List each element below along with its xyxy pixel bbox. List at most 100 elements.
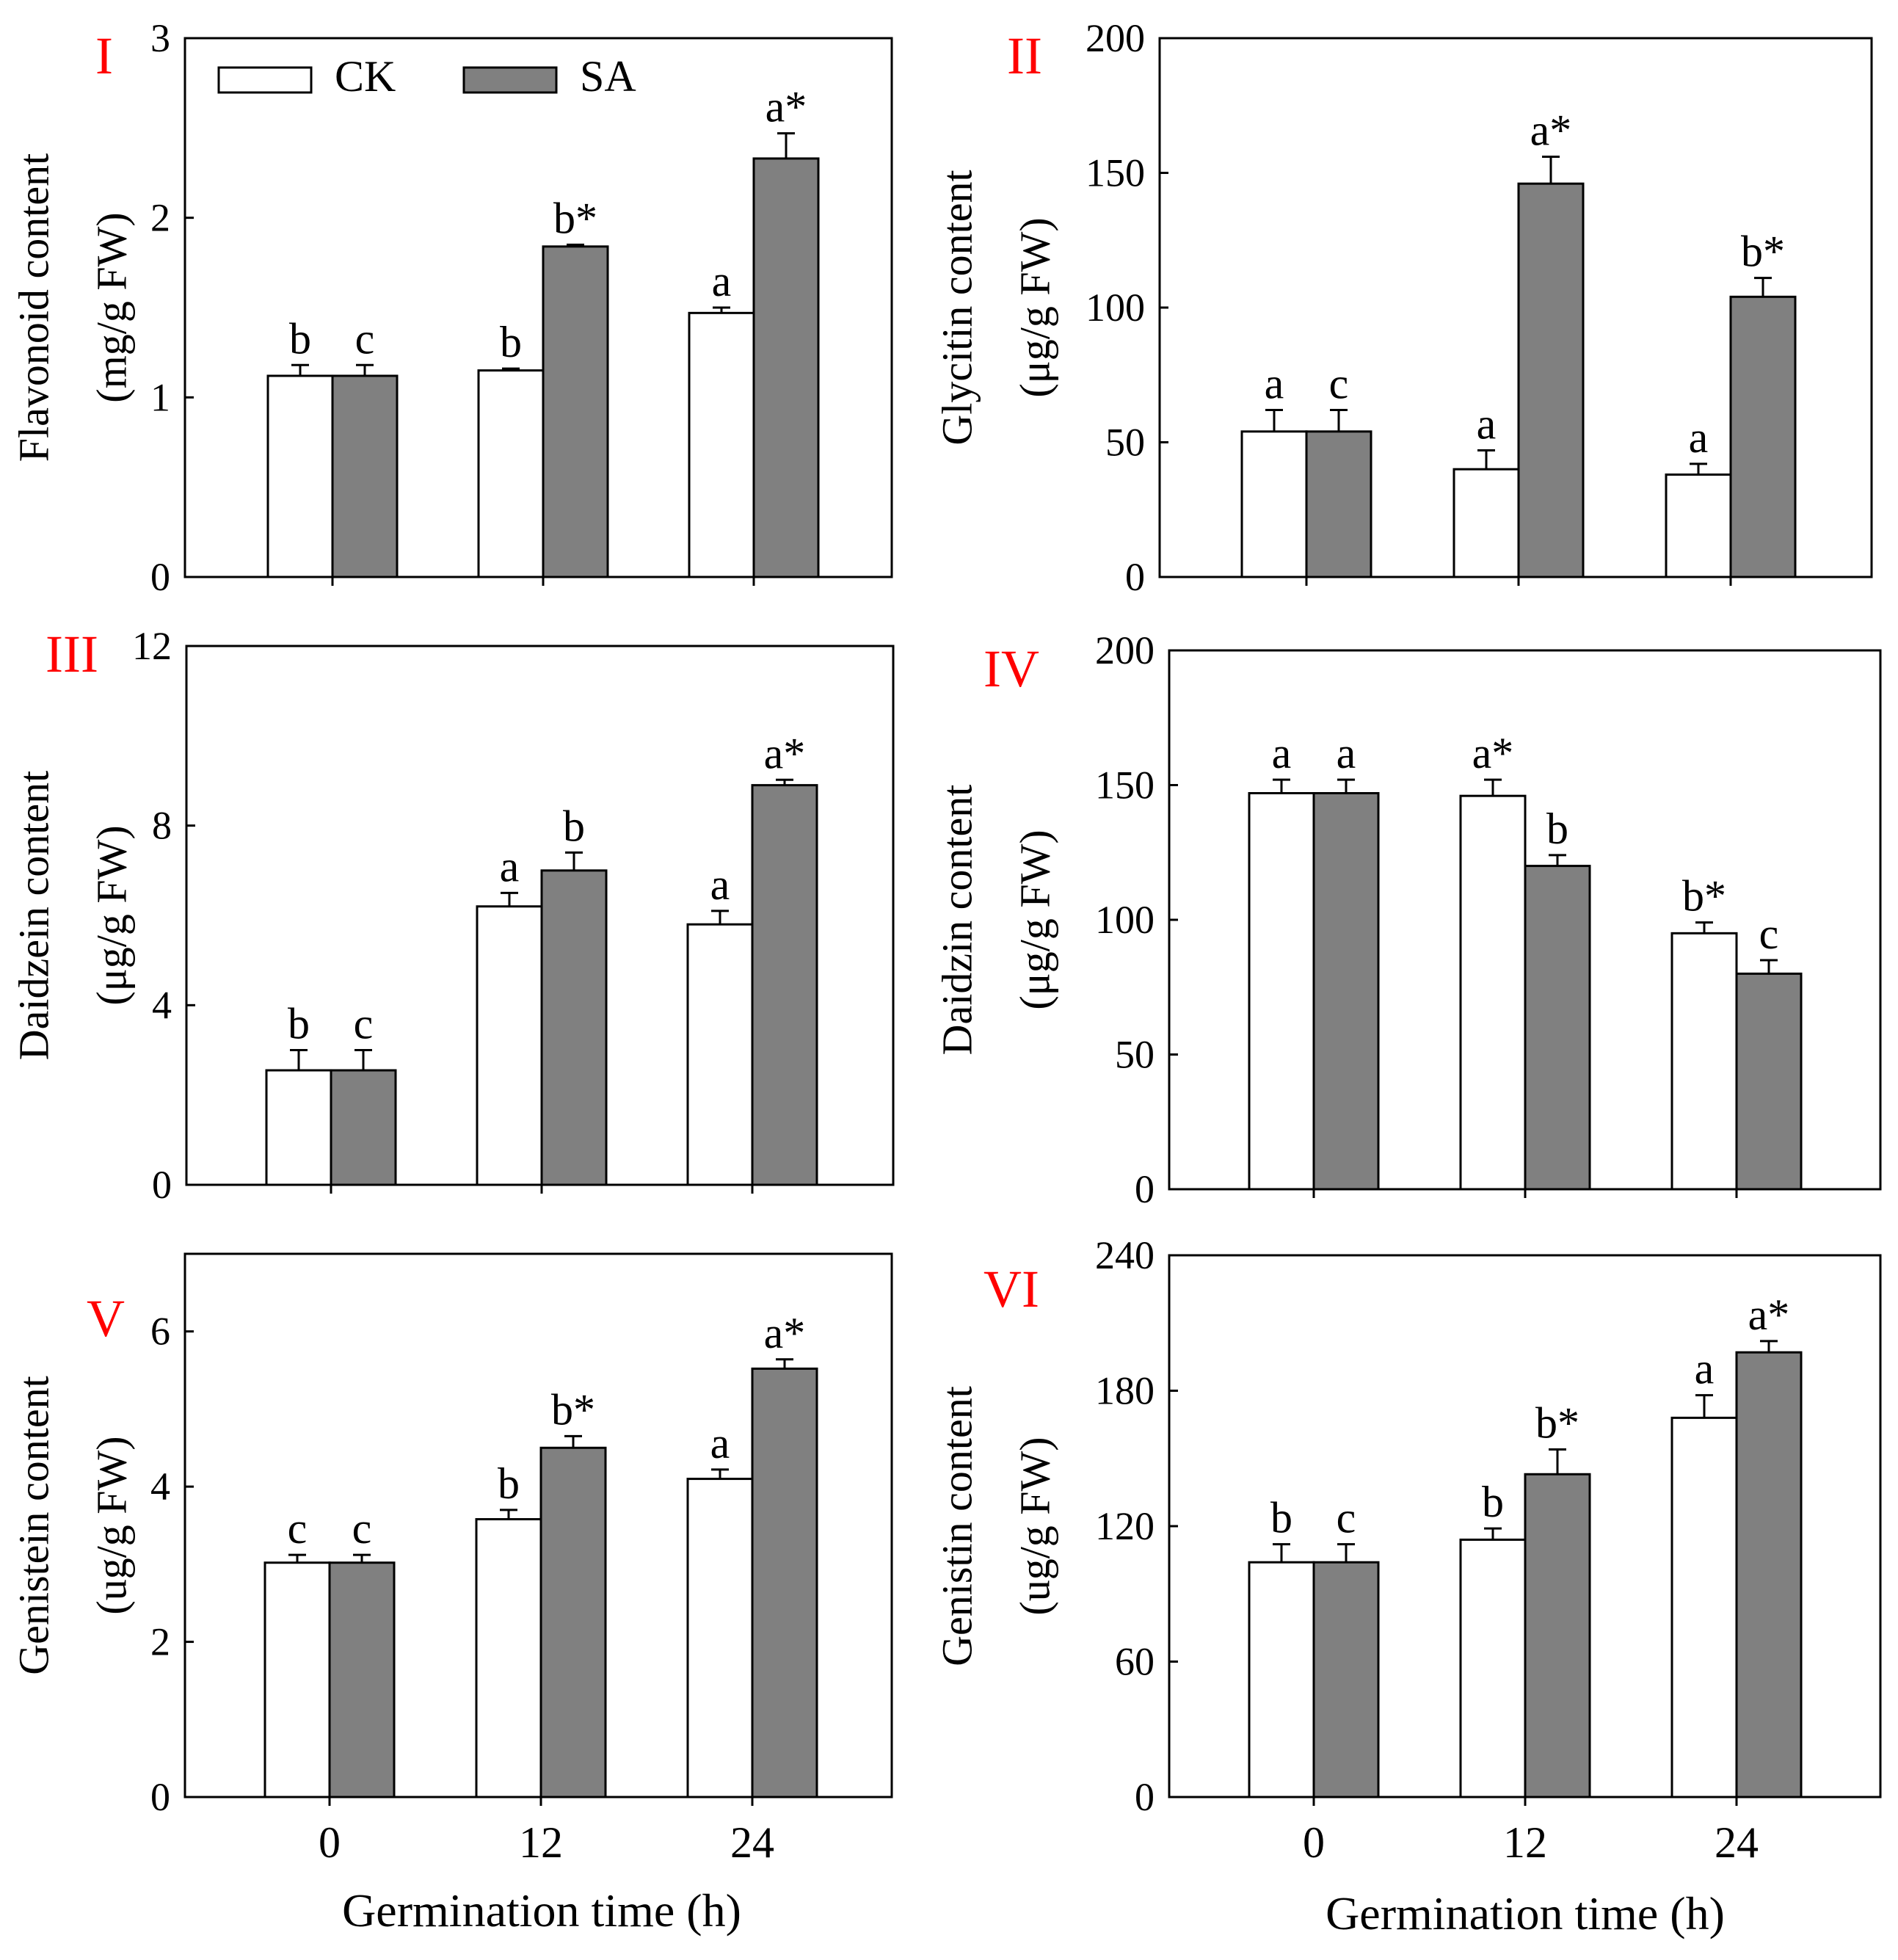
shared-x-labels: Germination time (h) Germination time (h): [342, 1884, 1725, 1939]
bar-ck-24: [1670, 932, 1738, 1191]
y-tick-label: 50: [1105, 421, 1145, 465]
panel-label: III: [46, 625, 98, 683]
y-tick-label: 240: [1095, 1233, 1155, 1277]
y-tick-label: 200: [1086, 16, 1145, 60]
y-tick-label: 0: [1135, 1775, 1155, 1819]
x-tick-label: 24: [1715, 1818, 1759, 1867]
bar-ck-24: [686, 923, 754, 1186]
y-axis: 0 60 120 180 240: [1095, 1233, 1178, 1819]
significance-label: a: [1265, 359, 1284, 407]
legend: CK SA: [217, 52, 636, 101]
panel-label: IV: [983, 639, 1039, 698]
significance-label: b*: [1535, 1398, 1579, 1447]
bar-sa-12: [1524, 865, 1591, 1191]
bar-ck-24: [1670, 1416, 1738, 1799]
legend-label-sa: SA: [580, 52, 636, 101]
y-tick-label: 8: [152, 804, 172, 848]
significance-label: a: [1477, 400, 1497, 449]
series-sa: a b c: [1312, 729, 1803, 1191]
panel-label: I: [95, 26, 113, 85]
y-tick-label: 0: [150, 1775, 170, 1819]
x-tick-label: 0: [319, 1818, 341, 1867]
significance-label: a: [1695, 1345, 1715, 1393]
series-sa: c b* a*: [1312, 1291, 1803, 1799]
y-tick-label: 12: [132, 624, 172, 668]
bar-ck-12: [1459, 794, 1527, 1191]
y-axis-unit: (μg/g FW): [87, 825, 135, 1005]
bar-sa-24: [1735, 1351, 1803, 1799]
y-tick-label: 0: [1125, 555, 1145, 599]
bar-sa-24: [1729, 295, 1797, 578]
axes-frame: [185, 645, 895, 1186]
x-tick-label: 12: [519, 1818, 563, 1867]
bar-ck-12: [476, 905, 543, 1186]
y-tick-label: 180: [1095, 1369, 1155, 1413]
series-ck: b b a: [266, 257, 755, 578]
significance-label: a: [1337, 729, 1356, 777]
significance-label: a: [1689, 413, 1709, 462]
y-tick-label: 3: [150, 16, 170, 60]
significance-label: b: [289, 314, 311, 363]
bar-sa-12: [539, 1446, 607, 1799]
y-axis: 0 50 100 150 200: [1086, 16, 1168, 599]
significance-label: b*: [1741, 228, 1785, 276]
significance-label: a*: [764, 1309, 806, 1357]
y-tick-label: 1: [150, 375, 170, 419]
bar-sa-0: [1305, 430, 1372, 578]
y-tick-label: 6: [150, 1310, 170, 1354]
bar-sa-12: [542, 245, 609, 578]
axes-frame: [183, 37, 893, 578]
bar-ck-24: [1665, 473, 1732, 578]
y-axis-unit: (ug/g FW): [1011, 1437, 1058, 1615]
panel-label: VI: [983, 1260, 1039, 1318]
y-tick-label: 4: [150, 1464, 170, 1509]
y-axis-label: Daidzin content: [933, 785, 981, 1056]
significance-label: c: [1329, 359, 1349, 407]
significance-label: a*: [1748, 1291, 1790, 1339]
bar-sa-0: [1312, 1561, 1380, 1799]
significance-label: b: [1482, 1478, 1504, 1526]
significance-label: c: [352, 1504, 372, 1553]
y-tick-label: 60: [1115, 1640, 1155, 1684]
significance-label: a*: [766, 83, 807, 131]
y-axis: 0 4 8 12: [132, 624, 195, 1207]
bar-ck-12: [1452, 468, 1520, 578]
y-axis-unit: (μg/g FW): [1011, 217, 1058, 397]
significance-label: c: [1337, 1494, 1356, 1542]
significance-label: b: [1270, 1494, 1292, 1542]
y-tick-label: 50: [1115, 1033, 1155, 1077]
significance-label: a*: [764, 729, 806, 777]
y-tick-label: 150: [1095, 763, 1155, 807]
series-ck: a a a: [1240, 359, 1732, 578]
y-tick-label: 0: [150, 555, 170, 599]
bar-sa-24: [1735, 972, 1803, 1191]
significance-label: c: [288, 1504, 308, 1553]
bar-ck-12: [475, 1518, 542, 1799]
legend-label-ck: CK: [335, 52, 396, 101]
y-axis-unit: (mg/g FW): [87, 212, 135, 402]
bar-sa-12: [1517, 182, 1585, 578]
bar-ck-0: [1248, 1561, 1315, 1799]
axes-frame: [183, 1252, 893, 1799]
bar-sa-0: [328, 1561, 396, 1799]
bar-ck-0: [263, 1561, 331, 1799]
y-axis-unit: (μg/g FW): [1011, 830, 1058, 1009]
series-ck: b a a: [265, 842, 754, 1186]
y-tick-label: 0: [152, 1163, 172, 1207]
bar-sa-12: [1524, 1473, 1591, 1799]
legend-swatch-ck: [217, 66, 313, 94]
significance-label: b: [1546, 805, 1568, 853]
significance-label: b*: [553, 194, 597, 242]
bar-ck-0: [1240, 430, 1308, 578]
significance-label: b*: [551, 1385, 595, 1434]
bar-ck-24: [688, 311, 755, 578]
bar-sa-0: [1312, 792, 1380, 1191]
bar-ck-0: [265, 1069, 332, 1186]
bar-ck-12: [1459, 1538, 1527, 1799]
y-tick-label: 2: [150, 196, 170, 240]
bar-ck-0: [1248, 792, 1315, 1191]
series-sa: c b* a*: [331, 83, 820, 578]
panel-label: II: [1007, 26, 1042, 85]
